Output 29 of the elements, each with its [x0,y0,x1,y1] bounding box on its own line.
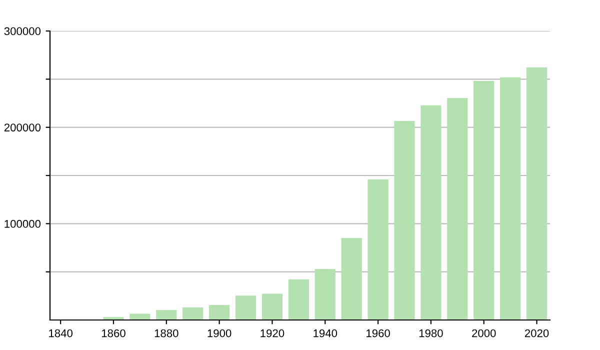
bar [156,310,177,320]
bar [314,269,336,320]
bar [288,279,309,320]
x-tick-label: 2000 [472,329,496,338]
x-tick-label: 1960 [366,329,390,338]
x-tick-label: 1900 [208,329,232,338]
x-tick-label: 1980 [419,329,443,338]
bar [262,294,283,320]
bar [474,80,494,320]
x-tick-label: 1880 [154,329,178,338]
x-tick-label: 1840 [49,329,73,338]
y-tick-label: 200000 [4,124,41,132]
bar [208,304,230,320]
bar [182,307,204,320]
bar [130,314,150,320]
bar [394,120,415,320]
bar [526,67,548,320]
bar [368,179,388,320]
y-tick-label: 300000 [4,27,41,36]
x-tick-label: 1860 [102,329,126,338]
bar [500,77,521,320]
x-tick-label: 1940 [314,329,338,338]
y-tick-label: 100000 [4,220,41,228]
x-tick-label: 1920 [260,329,284,338]
bar [420,105,442,320]
x-tick-label: 2020 [524,329,549,338]
bar [447,98,468,320]
bar [235,296,256,320]
bar [341,238,362,320]
